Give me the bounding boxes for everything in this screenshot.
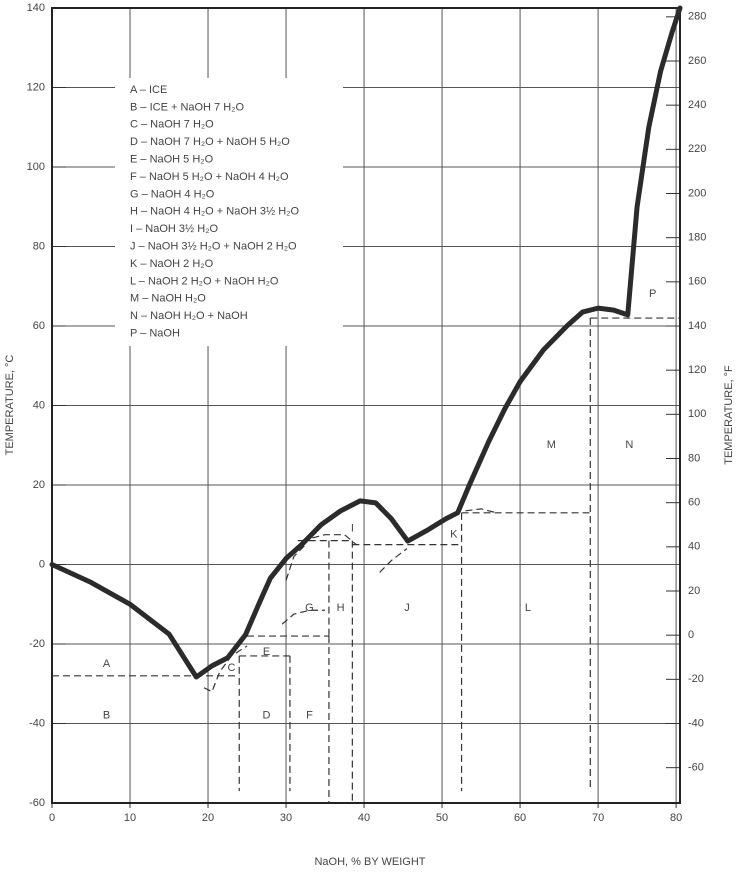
phase-boundary <box>281 609 326 625</box>
region-label: J <box>404 602 410 614</box>
region-label: N <box>625 439 633 451</box>
x-tick-label: 20 <box>202 812 214 824</box>
region-label: F <box>306 709 313 721</box>
legend-entry: G – NaOH 4 H₂O <box>130 188 215 200</box>
region-label: C <box>227 662 235 674</box>
y-tick-label: 100 <box>27 161 45 173</box>
x-axis-label: NaOH, % BY WEIGHT <box>314 856 425 868</box>
legend-entry: J – NaOH 3½ H₂O + NaOH 2 H₂O <box>130 241 297 253</box>
y2-tick-label: -60 <box>688 762 704 774</box>
region-label: D <box>263 709 271 721</box>
y2-tick-label: 180 <box>688 232 706 244</box>
x-tick-label: 60 <box>514 812 526 824</box>
y-tick-label: -60 <box>29 797 45 809</box>
y-tick-label: 40 <box>33 399 45 411</box>
region-label: M <box>547 439 556 451</box>
x-tick-label: 10 <box>124 812 136 824</box>
region-label: H <box>337 602 345 614</box>
legend-entry: B – ICE + NaOH 7 H₂O <box>130 101 244 113</box>
y2-tick-label: 200 <box>688 187 706 199</box>
legend-box <box>115 78 343 346</box>
legend-entry: M – NaOH H₂O <box>130 293 206 305</box>
y2-tick-label: 60 <box>688 497 700 509</box>
y-tick-label: 20 <box>33 479 45 491</box>
legend-entry: L – NaOH 2 H₂O + NaOH H₂O <box>130 275 279 287</box>
x-tick-label: 50 <box>436 812 448 824</box>
y2-tick-label: 240 <box>688 99 706 111</box>
plot-border <box>51 7 681 804</box>
y-tick-label: 0 <box>39 558 45 570</box>
legend-entry: P – NaOH <box>130 328 180 340</box>
y-tick-label: 140 <box>27 2 45 14</box>
region-label: B <box>103 709 110 721</box>
y2-tick-label: 20 <box>688 585 700 597</box>
legend-entry: K – NaOH 2 H₂O <box>130 258 214 270</box>
region-label: G <box>305 602 314 614</box>
legend-entry: E – NaOH 5 H₂O <box>130 154 214 166</box>
y-tick-label: -20 <box>29 638 45 650</box>
legend-entry: F – NaOH 5 H₂O + NaOH 4 H₂O <box>130 171 289 183</box>
legend-entry: H – NaOH 4 H₂O + NaOH 3½ H₂O <box>130 206 299 218</box>
x-tick-label: 30 <box>280 812 292 824</box>
y2-tick-label: 100 <box>688 408 706 420</box>
y-tick-label: 60 <box>33 320 45 332</box>
y-tick-label: -40 <box>29 717 45 729</box>
x-tick-label: 70 <box>592 812 604 824</box>
region-label: K <box>450 529 458 541</box>
y2-tick-label: 140 <box>688 320 706 332</box>
y2-tick-label: 260 <box>688 55 706 67</box>
region-label: I <box>351 523 354 535</box>
y2-tick-label: 40 <box>688 541 700 553</box>
phase-boundary <box>203 645 248 693</box>
region-label: A <box>103 658 111 670</box>
y2-tick-label: -40 <box>688 717 704 729</box>
legend-entry: D – NaOH 7 H₂O + NaOH 5 H₂O <box>130 136 290 148</box>
phase-boundary <box>379 548 408 573</box>
phase-boundary <box>301 534 357 546</box>
phase-boundary <box>285 544 306 581</box>
y2-axis-label: TEMPERATURE, °F <box>723 365 735 465</box>
legend-entry: I – NaOH 3½ H₂O <box>130 223 218 235</box>
y2-tick-label: 120 <box>688 364 706 376</box>
legend-entry: A – ICE <box>130 84 167 96</box>
region-label: L <box>525 602 531 614</box>
x-tick-label: 0 <box>49 812 55 824</box>
y2-tick-label: 280 <box>688 11 706 23</box>
y2-tick-label: 80 <box>688 452 700 464</box>
y-tick-label: 80 <box>33 240 45 252</box>
y2-tick-label: 0 <box>688 629 694 641</box>
y-axis-label: TEMPERATURE, °C <box>4 355 16 456</box>
x-tick-label: 80 <box>670 812 682 824</box>
y2-tick-label: -20 <box>688 673 704 685</box>
y-tick-label: 120 <box>27 81 45 93</box>
region-label: E <box>263 646 270 658</box>
x-tick-label: 40 <box>358 812 370 824</box>
region-label: P <box>649 288 656 300</box>
phase-boundary <box>465 508 497 514</box>
legend-entry: N – NaOH H₂O + NaOH <box>130 310 248 322</box>
y2-tick-label: 220 <box>688 143 706 155</box>
liquidus-curve <box>49 5 683 680</box>
legend-entry: C – NaOH 7 H₂O <box>130 119 214 131</box>
y2-tick-label: 160 <box>688 276 706 288</box>
